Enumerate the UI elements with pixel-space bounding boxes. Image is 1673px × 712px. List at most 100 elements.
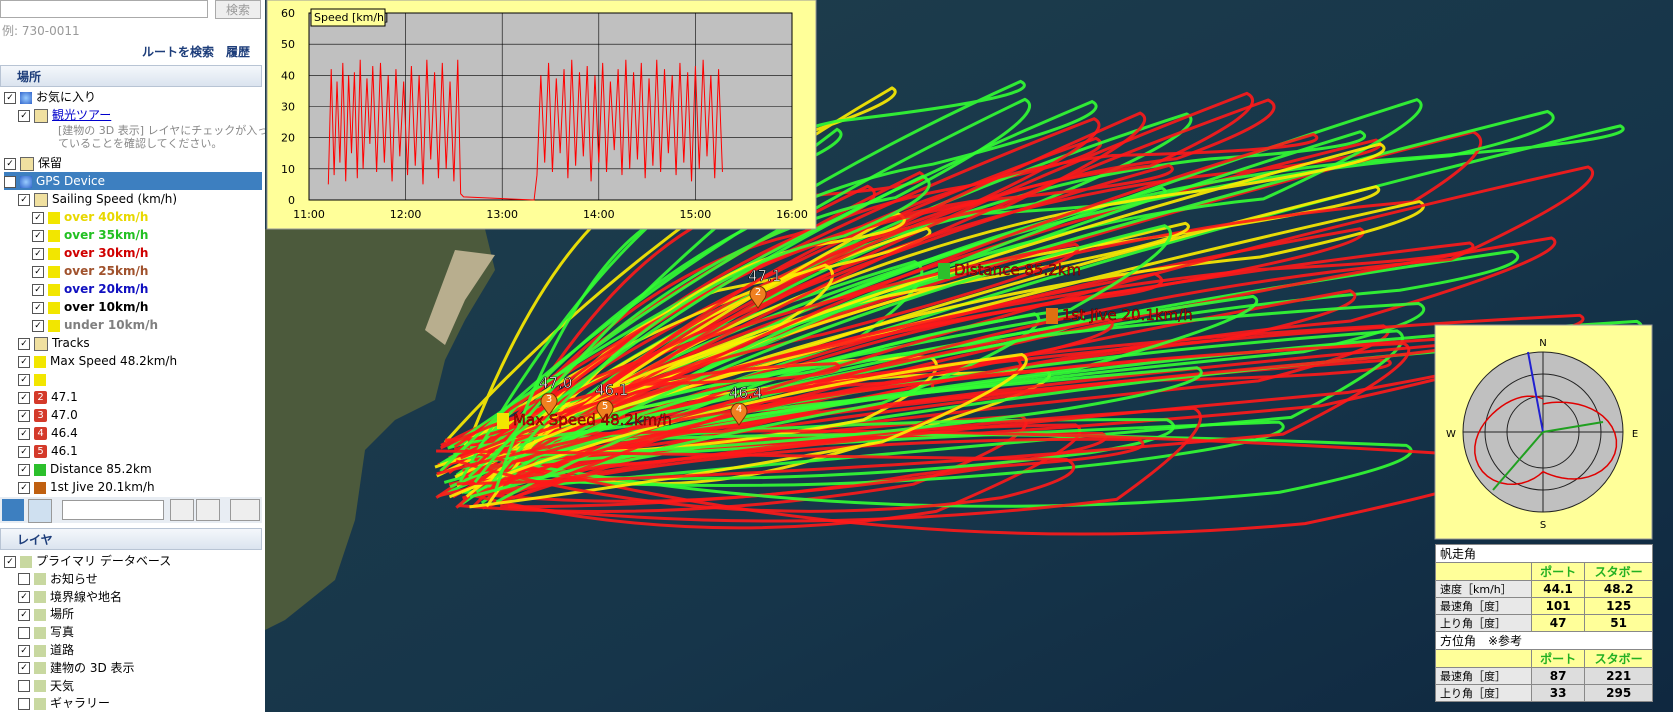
item-label: 写真 xyxy=(50,625,75,640)
tree-item[interactable]: ✓ over 30km/h xyxy=(32,244,148,262)
checkbox[interactable]: ✓ xyxy=(18,193,30,206)
checkbox[interactable]: ✓ xyxy=(32,229,44,242)
checkbox[interactable]: ✓ xyxy=(18,463,30,476)
tree-item[interactable]: ✓ 3 47.0 xyxy=(18,406,78,424)
tree-item[interactable]: ✓ 境界線や地名 xyxy=(18,588,122,606)
table-value: 48.2 xyxy=(1584,580,1653,598)
search-button[interactable]: 検索 xyxy=(215,0,261,19)
tree-item[interactable]: ✓ 2 47.1 xyxy=(18,388,78,406)
tree-item[interactable]: ✓ Tracks xyxy=(18,334,90,352)
tree-item[interactable]: ✓ Max Speed 48.2km/h xyxy=(18,352,177,370)
folder-button[interactable] xyxy=(230,499,260,521)
checkbox[interactable]: ✓ xyxy=(32,265,44,278)
panel-icon[interactable] xyxy=(28,499,52,523)
tree-item[interactable]: ✓ over 25km/h xyxy=(32,262,148,280)
checkbox[interactable]: ✓ xyxy=(32,211,44,224)
table-row: 上り角［度］ 33 295 xyxy=(1435,684,1653,702)
badge-icon: 2 xyxy=(34,391,47,404)
layers-header[interactable]: レイヤ xyxy=(0,528,262,550)
tree-item[interactable]: ギャラリー xyxy=(18,694,110,712)
checkbox[interactable]: ✓ xyxy=(18,373,30,386)
checkbox[interactable]: ✓ xyxy=(18,355,30,368)
item-label: 1st Jive 20.1km/h xyxy=(50,480,155,494)
checkbox[interactable] xyxy=(18,680,30,693)
table-row: ポート スタボー xyxy=(1435,649,1653,668)
tree-item[interactable]: ✓ GPS Device xyxy=(4,172,262,190)
y-tick-label: 60 xyxy=(281,7,295,20)
item-label: Tracks xyxy=(52,336,90,350)
tree-item[interactable]: ✓ Distance 85.2km xyxy=(18,460,152,478)
tree-item[interactable]: ✓ over 10km/h xyxy=(32,298,148,316)
table-value: 125 xyxy=(1584,597,1653,615)
item-label: Sailing Speed (km/h) xyxy=(52,192,178,206)
gps-track xyxy=(465,111,1147,488)
tree-item[interactable]: ✓ over 35km/h xyxy=(32,226,148,244)
item-label: 46.1 xyxy=(51,444,78,458)
tree-item[interactable]: ✓ Sailing Speed (km/h) xyxy=(18,190,177,208)
checkbox[interactable]: ✓ xyxy=(18,337,30,350)
y-tick-label: 0 xyxy=(288,194,295,207)
tree-item[interactable]: ✓ 観光ツアー xyxy=(18,106,111,124)
badge-icon: 5 xyxy=(34,445,47,458)
tree-item[interactable]: ✓ プライマリ データベース xyxy=(4,552,171,570)
checkbox[interactable]: ✓ xyxy=(32,283,44,296)
checkbox[interactable]: ✓ xyxy=(4,157,16,170)
tree-item[interactable]: ✓ over 40km/h xyxy=(32,208,148,226)
checkbox[interactable]: ✓ xyxy=(32,319,44,332)
checkbox[interactable] xyxy=(18,697,30,710)
item-label: over 10km/h xyxy=(64,300,149,314)
tree-item[interactable]: ✓ 場所 xyxy=(18,605,74,623)
route-link[interactable]: ルートを検索 xyxy=(142,45,215,59)
tree-item[interactable]: 写真 xyxy=(18,623,74,641)
placemark-icon xyxy=(938,263,950,279)
x-tick-label: 16:00 xyxy=(776,208,808,221)
tree-item[interactable]: ✓ お気に入り xyxy=(4,88,96,106)
tree-item[interactable]: ✓ 1st Jive 20.1km/h xyxy=(18,478,155,496)
tree-item[interactable]: お知らせ xyxy=(18,570,98,588)
pinbrown-icon xyxy=(34,481,46,494)
checkbox[interactable] xyxy=(18,626,30,639)
tree-item[interactable]: ✓ under 10km/h xyxy=(32,316,158,334)
tree-item[interactable]: ✓ 道路 xyxy=(18,641,74,659)
checkbox[interactable]: ✓ xyxy=(4,555,16,568)
pin-icon xyxy=(48,247,60,260)
table-title: 帆走角 xyxy=(1435,544,1653,563)
checkbox[interactable]: ✓ xyxy=(18,427,30,440)
checkbox[interactable]: ✓ xyxy=(18,662,30,675)
tree-item[interactable]: ✓ 建物の 3D 表示 xyxy=(18,659,135,677)
checkbox[interactable]: ✓ xyxy=(32,301,44,314)
gps-track xyxy=(467,174,931,488)
gps-track xyxy=(440,163,1174,481)
tree-item[interactable]: ✓ xyxy=(18,370,50,388)
checkbox[interactable]: ✓ xyxy=(18,445,30,458)
checkbox[interactable]: ✓ xyxy=(18,591,30,604)
checkbox[interactable]: ✓ xyxy=(4,91,16,104)
places-header[interactable]: 場所 xyxy=(0,65,262,87)
checkbox[interactable]: ✓ xyxy=(18,644,30,657)
compass-label: W xyxy=(1446,429,1456,440)
checkbox[interactable]: ✓ xyxy=(4,175,16,188)
search-icon[interactable] xyxy=(2,499,24,521)
checkbox[interactable]: ✓ xyxy=(32,247,44,260)
up-button[interactable] xyxy=(170,499,194,521)
placemark-icon xyxy=(1046,308,1058,324)
checkbox[interactable]: ✓ xyxy=(18,409,30,422)
tree-item[interactable]: ✓ 5 46.1 xyxy=(18,442,78,460)
placemark-number: 3 xyxy=(546,394,552,405)
checkbox[interactable]: ✓ xyxy=(18,109,30,122)
layer-icon xyxy=(34,591,46,604)
tree-item[interactable]: ✓ over 20km/h xyxy=(32,280,148,298)
checkbox[interactable] xyxy=(18,573,30,586)
history-link[interactable]: 履歴 xyxy=(226,45,251,59)
checkbox[interactable]: ✓ xyxy=(18,481,30,494)
tree-item[interactable]: 天気 xyxy=(18,677,74,695)
tree-item[interactable]: ✓ 4 46.4 xyxy=(18,424,78,442)
row-header: 上り角［度］ xyxy=(1435,614,1532,632)
row-header: 速度［km/h］ xyxy=(1435,580,1532,598)
tree-item[interactable]: ✓ 保留 xyxy=(4,154,62,172)
checkbox[interactable]: ✓ xyxy=(18,391,30,404)
checkbox[interactable]: ✓ xyxy=(18,608,30,621)
filter-box[interactable] xyxy=(62,500,164,520)
search-box[interactable] xyxy=(0,0,208,18)
down-button[interactable] xyxy=(196,499,220,521)
